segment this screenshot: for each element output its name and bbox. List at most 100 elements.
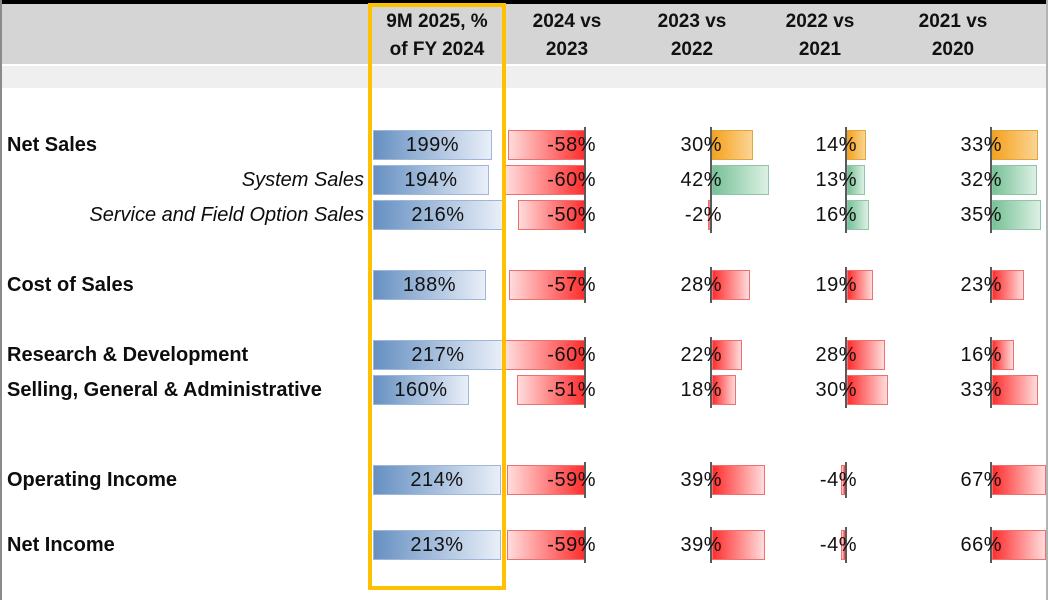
baseline-tick [584,162,586,198]
databar-9m2025 [373,340,503,370]
databar-value: -2% [684,204,722,226]
databar-9m2025 [373,530,501,560]
column-header-line: 2022 vs [785,11,855,32]
databar-value: 39% [680,469,722,491]
databar-value: 28% [680,274,722,296]
databar-9m2025 [373,465,501,495]
databar-comparison [508,130,585,160]
databar-comparison [992,530,1046,560]
baseline-tick [990,462,992,498]
baseline-tick [710,162,712,198]
databar-value: 18% [680,379,722,401]
baseline-tick [990,337,992,373]
databar-comparison [992,130,1038,160]
databar-value: 199% [405,134,460,156]
databar-comparison [507,530,585,560]
row-label: Selling, General & Administrative [7,379,322,401]
databar-comparison [847,340,885,370]
databar-comparison [712,340,742,370]
column-header-line: 2023 [545,39,589,60]
databar-value: 19% [815,274,857,296]
baseline-tick [710,337,712,373]
row-label: Research & Development [7,344,249,366]
column-header-2022-vs-2021: 2022 vs 2021 [745,8,895,64]
databar-9m2025 [373,130,492,160]
baseline-tick [845,162,847,198]
baseline-tick [584,527,586,563]
databar-value: 22% [680,344,722,366]
databar-comparison [847,200,869,230]
databar-value: 13% [815,169,857,191]
column-header-line: 2020 [931,39,975,60]
databar-value: 67% [960,469,1002,491]
databar-comparison [505,165,585,195]
databar-value: -59% [547,534,596,556]
baseline-tick [845,267,847,303]
databar-value: 16% [815,204,857,226]
baseline-tick [990,267,992,303]
databar-value: 214% [410,469,464,491]
column-header-2023-vs-2022: 2023 vs 2022 [617,8,767,64]
databar-value: -51% [547,379,596,401]
databar-comparison [712,130,753,160]
databar-value: -4% [819,534,857,556]
databar-value: 42% [680,169,722,191]
row-label: Service and Field Option Sales [89,204,364,226]
databar-comparison [992,200,1041,230]
baseline-tick [584,267,586,303]
databar-value: -4% [819,469,857,491]
column-header-line: 9M 2025, % [386,11,488,32]
databar-comparison [712,375,736,405]
databar-value: 66% [960,534,1002,556]
databar-comparison [847,270,873,300]
baseline-tick [710,527,712,563]
baseline-tick [710,372,712,408]
baseline-tick [710,197,712,233]
baseline-tick [584,337,586,373]
baseline-tick [845,337,847,373]
baseline-tick [710,267,712,303]
row-label: Net Income [7,534,115,556]
databar-comparison [509,270,585,300]
databar-value: 23% [960,274,1002,296]
baseline-tick [584,127,586,163]
databar-comparison [992,270,1024,300]
databar-comparison [712,465,765,495]
header-band [0,4,1048,64]
subheader-band [0,66,1048,88]
column-header-2024-vs-2023: 2024 vs 2023 [492,8,642,64]
databar-value: -57% [547,274,596,296]
column-header-9m2025: 9M 2025, % of FY 2024 [369,8,505,64]
databar-value: 213% [410,534,464,556]
databar-comparison [992,165,1037,195]
baseline-tick [710,462,712,498]
row-label: Operating Income [7,469,178,491]
column-header-line: 2023 vs [657,11,727,32]
databar-comparison [517,375,585,405]
databar-comparison [992,465,1046,495]
databar-9m2025 [373,375,469,405]
databar-value: 160% [394,379,448,401]
databar-value: 217% [411,344,465,366]
databar-comparison [847,165,865,195]
column-header-line: 2021 [798,39,842,60]
databar-value: 39% [680,534,722,556]
left-border [0,0,2,600]
row-label: System Sales [241,169,364,191]
databar-value: 14% [815,134,857,156]
databar-comparison [518,200,585,230]
databar-value: 35% [960,204,1002,226]
baseline-tick [845,527,847,563]
databar-value: 32% [960,169,1002,191]
baseline-tick [710,127,712,163]
databar-value: -50% [547,204,596,226]
row-label: Net Sales [7,134,98,156]
baseline-tick [845,127,847,163]
baseline-tick [845,462,847,498]
databar-value: -60% [547,344,596,366]
databar-value: -58% [547,134,596,156]
baseline-tick [584,197,586,233]
databar-value: 28% [815,344,857,366]
databar-value: -60% [547,169,596,191]
